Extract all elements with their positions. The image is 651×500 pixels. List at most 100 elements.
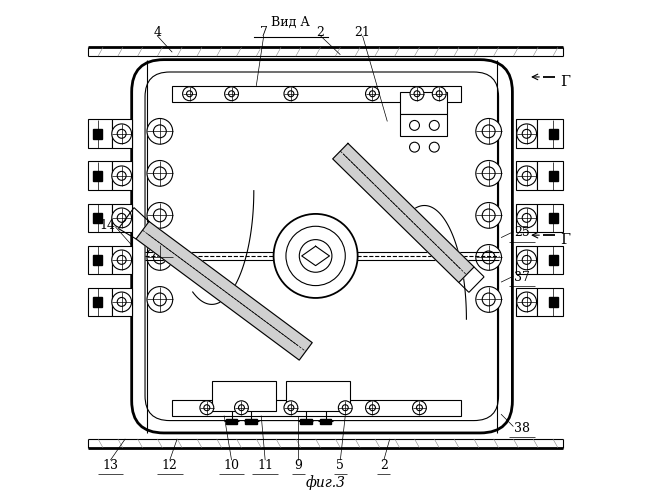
Circle shape bbox=[147, 244, 173, 270]
Circle shape bbox=[288, 405, 294, 410]
Circle shape bbox=[147, 286, 173, 312]
Circle shape bbox=[370, 91, 376, 96]
Circle shape bbox=[187, 91, 193, 96]
Circle shape bbox=[517, 292, 536, 312]
Circle shape bbox=[522, 256, 531, 264]
Bar bbox=[212, 381, 276, 410]
Circle shape bbox=[366, 87, 380, 101]
Circle shape bbox=[482, 125, 495, 138]
Bar bbox=[245, 419, 257, 424]
Text: 13: 13 bbox=[102, 458, 118, 471]
Text: Вид А: Вид А bbox=[271, 16, 311, 29]
Bar bbox=[537, 162, 563, 190]
Bar bbox=[112, 246, 132, 274]
Bar bbox=[537, 288, 563, 316]
Bar bbox=[93, 297, 102, 307]
Circle shape bbox=[229, 91, 234, 96]
Text: 2: 2 bbox=[316, 26, 324, 39]
Circle shape bbox=[112, 166, 132, 186]
Polygon shape bbox=[136, 222, 312, 360]
Circle shape bbox=[238, 405, 244, 410]
Bar bbox=[300, 419, 312, 424]
Circle shape bbox=[204, 405, 210, 410]
Circle shape bbox=[517, 124, 536, 144]
Circle shape bbox=[288, 91, 294, 96]
Circle shape bbox=[370, 405, 376, 410]
Text: 10: 10 bbox=[223, 458, 240, 471]
Bar bbox=[537, 120, 563, 148]
Circle shape bbox=[112, 250, 132, 270]
Circle shape bbox=[414, 91, 420, 96]
Bar bbox=[173, 400, 462, 415]
Text: 7: 7 bbox=[260, 26, 268, 39]
Text: фиг.3: фиг.3 bbox=[305, 475, 346, 490]
Bar bbox=[549, 255, 558, 265]
Circle shape bbox=[476, 244, 501, 270]
Bar bbox=[400, 92, 447, 114]
Circle shape bbox=[117, 172, 126, 180]
Text: 11: 11 bbox=[257, 458, 273, 471]
Text: 5: 5 bbox=[337, 458, 344, 471]
Bar bbox=[516, 246, 537, 274]
Circle shape bbox=[429, 120, 439, 130]
Bar bbox=[549, 297, 558, 307]
Circle shape bbox=[417, 405, 422, 410]
Circle shape bbox=[112, 292, 132, 312]
Bar bbox=[112, 204, 132, 232]
Circle shape bbox=[522, 298, 531, 306]
Circle shape bbox=[286, 226, 345, 286]
Circle shape bbox=[183, 87, 197, 101]
Text: 9: 9 bbox=[294, 458, 302, 471]
Circle shape bbox=[234, 401, 249, 414]
Text: 12: 12 bbox=[162, 458, 178, 471]
Bar bbox=[93, 213, 102, 223]
Circle shape bbox=[409, 142, 419, 152]
Bar bbox=[112, 288, 132, 316]
Bar bbox=[88, 120, 112, 148]
Circle shape bbox=[147, 118, 173, 144]
Text: 37: 37 bbox=[514, 270, 530, 283]
Circle shape bbox=[284, 401, 298, 414]
Bar bbox=[549, 213, 558, 223]
Circle shape bbox=[154, 251, 166, 264]
Circle shape bbox=[117, 130, 126, 138]
Text: 21: 21 bbox=[355, 26, 370, 39]
Circle shape bbox=[154, 125, 166, 138]
Bar bbox=[537, 246, 563, 274]
Bar bbox=[173, 86, 462, 102]
Circle shape bbox=[112, 124, 132, 144]
Bar bbox=[516, 120, 537, 148]
Text: 4: 4 bbox=[154, 26, 161, 39]
Circle shape bbox=[482, 209, 495, 222]
Circle shape bbox=[200, 401, 214, 414]
Bar bbox=[516, 204, 537, 232]
Circle shape bbox=[410, 87, 424, 101]
Circle shape bbox=[522, 172, 531, 180]
Circle shape bbox=[482, 251, 495, 264]
Circle shape bbox=[482, 167, 495, 180]
Circle shape bbox=[476, 286, 501, 312]
Circle shape bbox=[117, 298, 126, 306]
Circle shape bbox=[299, 240, 332, 272]
Bar bbox=[226, 419, 238, 424]
Circle shape bbox=[147, 160, 173, 186]
Circle shape bbox=[517, 208, 536, 228]
Bar bbox=[516, 162, 537, 190]
Circle shape bbox=[482, 293, 495, 306]
Bar bbox=[112, 162, 132, 190]
Text: Г: Г bbox=[561, 75, 570, 89]
Text: 14: 14 bbox=[99, 219, 115, 232]
Circle shape bbox=[432, 87, 446, 101]
Circle shape bbox=[112, 208, 132, 228]
Bar bbox=[516, 288, 537, 316]
Bar bbox=[88, 162, 112, 190]
Circle shape bbox=[273, 214, 357, 298]
Polygon shape bbox=[333, 144, 474, 282]
FancyBboxPatch shape bbox=[132, 60, 512, 433]
Circle shape bbox=[342, 405, 348, 410]
Circle shape bbox=[154, 209, 166, 222]
Circle shape bbox=[366, 401, 380, 414]
Circle shape bbox=[284, 87, 298, 101]
Bar bbox=[320, 419, 331, 424]
Circle shape bbox=[413, 401, 426, 414]
